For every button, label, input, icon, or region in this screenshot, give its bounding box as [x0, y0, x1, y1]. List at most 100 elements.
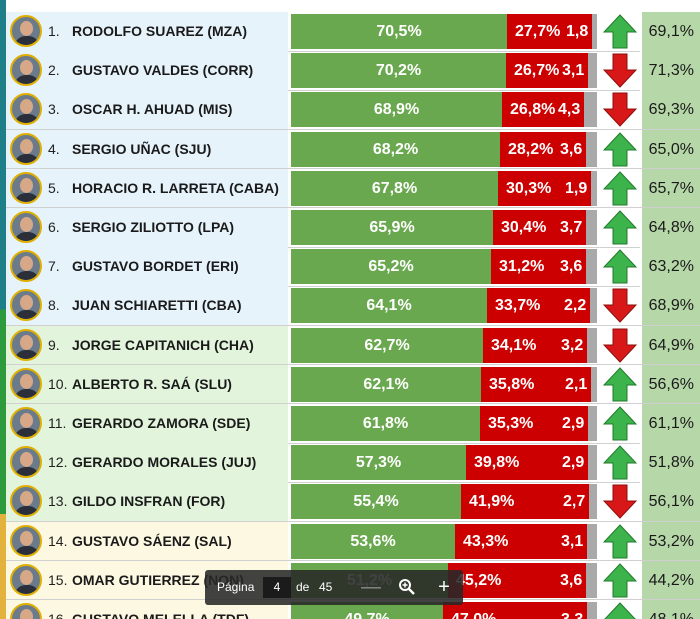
disapprove-label: 35,8% [489, 375, 535, 393]
rank-number: 10. [48, 375, 68, 392]
previous-value: 61,1% [640, 404, 700, 443]
name-cell: 1. RODOLFO SUAREZ (MZA) [6, 12, 288, 51]
name-cell: 3. OSCAR H. AHUAD (MIS) [6, 90, 288, 130]
arrow-up-icon [604, 602, 636, 619]
arrow-down-icon [603, 328, 637, 363]
row-divider [6, 442, 700, 444]
approval-bar: 70,2% 26,7% 3,1 [291, 53, 597, 89]
previous-value: 56,6% [640, 364, 700, 404]
avatar [10, 15, 42, 47]
approve-segment: 68,9% [291, 92, 502, 128]
arrow-up-icon [603, 171, 637, 206]
other-label: 3,6 [560, 140, 583, 158]
governor-name: ALBERTO R. SAÁ (SLU) [72, 375, 232, 392]
approve-segment: 70,5% [291, 14, 507, 49]
other-label: 3,7 [560, 219, 583, 236]
rank-number: 11. [48, 415, 67, 431]
approve-segment: 68,2% [291, 131, 500, 167]
page-number-input[interactable]: 4 [263, 577, 291, 598]
disapprove-segment: 39,8% [466, 445, 588, 481]
approval-bar: 65,9% 30,4% 3,7 [291, 210, 597, 245]
governor-name: JORGE CAPITANICH (CHA) [72, 336, 254, 353]
disapprove-segment: 47,0% [443, 602, 587, 619]
table-row: 10. ALBERTO R. SAÁ (SLU) 62,1% 35,8% 2,1 56,6… [6, 364, 700, 404]
previous-value: 44,2% [640, 560, 700, 600]
table-row: 5. HORACIO R. LARRETA (CABA) 67,8% 30,3% 1,9… [6, 168, 700, 208]
name-cell: 12. GERARDO MORALES (JUJ) [6, 443, 288, 483]
rank-number: 4. [48, 140, 60, 157]
row-divider [6, 207, 700, 209]
disapprove-label: 31,2% [499, 258, 545, 276]
arrow-up-icon [603, 131, 637, 167]
zoom-in-button[interactable]: + [438, 576, 450, 598]
pdf-pager-toolbar: Página 4 de 45 — + [205, 570, 463, 605]
table-row: 11. GERARDO ZAMORA (SDE) 61,8% 35,3% 2,9 61,1… [6, 404, 700, 443]
other-label: 3,1 [561, 532, 584, 550]
disapprove-label: 43,3% [463, 532, 509, 550]
of-label: de [296, 580, 310, 594]
governor-name: SERGIO ZILIOTTO (LPA) [72, 219, 235, 235]
rank-number: 3. [48, 101, 60, 118]
disapprove-label: 39,8% [474, 454, 520, 472]
table-row: 6. SERGIO ZILIOTTO (LPA) 65,9% 30,4% 3,7 64,8… [6, 208, 700, 247]
avatar [10, 93, 42, 126]
arrow-down-icon [603, 484, 637, 520]
avatar [10, 485, 42, 518]
other-label: 3,2 [561, 336, 584, 354]
governor-name: GERARDO MORALES (JUJ) [72, 454, 257, 471]
governor-name: OMAR GUTIERREZ (NQN) [72, 571, 244, 588]
approval-bar: 55,4% 41,9% 2,7 [291, 484, 597, 520]
name-cell: 6. SERGIO ZILIOTTO (LPA) [6, 208, 288, 247]
governor-name: OSCAR H. AHUAD (MIS) [72, 101, 233, 118]
row-divider [6, 364, 700, 366]
disapprove-segment: 30,4% [493, 210, 586, 245]
row-divider [6, 89, 700, 91]
approval-bar: 49,7%47,0% 3,3 [291, 602, 597, 619]
approve-segment: 62,7% [291, 327, 483, 363]
table-row: 2. GUSTAVO VALDES (CORR) 70,2% 26,7% 3,1 71,3… [6, 51, 700, 91]
approval-bar: 61,8% 35,3% 2,9 [291, 406, 597, 441]
other-label: 2,2 [564, 297, 587, 315]
approval-bar: 62,1% 35,8% 2,1 [291, 366, 597, 402]
name-cell: 8. JUAN SCHIARETTI (CBA) [6, 286, 288, 326]
table-row: 12. GERARDO MORALES (JUJ) 57,3% 39,8% 2,9 51,… [6, 443, 700, 483]
approve-segment: 65,2% [291, 249, 491, 285]
arrow-up-icon [603, 523, 637, 559]
rank-number: 16. [48, 611, 68, 619]
name-cell: 7. GUSTAVO BORDET (ERI) [6, 247, 288, 287]
approve-segment: 55,4% [291, 484, 461, 520]
other-label: 3,6 [560, 571, 583, 589]
disapprove-label: 30,3% [506, 179, 552, 197]
approval-bar: 70,5% 27,7% 1,8 [291, 14, 597, 49]
governor-name: RODOLFO SUAREZ (MZA) [72, 23, 247, 39]
other-label: 3,6 [560, 258, 583, 276]
rank-number: 8. [48, 297, 60, 314]
governor-name: JUAN SCHIARETTI (CBA) [72, 297, 242, 314]
disapprove-segment: 35,8% [481, 366, 591, 402]
disapprove-label: 35,3% [488, 415, 534, 432]
previous-value: 63,2% [640, 247, 700, 287]
approve-segment: 65,9% [291, 210, 493, 245]
arrow-up-icon [603, 14, 637, 49]
zoom-out-button[interactable]: — [361, 576, 381, 598]
approve-segment: 53,6% [291, 523, 455, 559]
avatar [10, 250, 42, 283]
approve-segment: 49,7% [291, 602, 443, 619]
arrow-up-icon [603, 249, 637, 284]
arrow-down-icon [603, 53, 637, 88]
table-row: 14. GUSTAVO SÁENZ (SAL) 53,6% 43,3% 3,1 53,2% [6, 521, 700, 561]
other-label: 1,8 [566, 23, 589, 40]
other-label: 4,3 [558, 101, 581, 119]
governor-name: GERARDO ZAMORA (SDE) [72, 415, 251, 431]
arrow-up-icon [603, 367, 637, 402]
row-divider [6, 325, 700, 326]
row-divider [6, 521, 700, 522]
rank-number: 6. [48, 219, 60, 235]
previous-value: 53,2% [640, 521, 700, 561]
row-divider [6, 560, 700, 562]
table-row: 7. GUSTAVO BORDET (ERI) 65,2% 31,2% 3,6 63,2% [6, 247, 700, 287]
zoom-icon[interactable] [395, 570, 419, 605]
approval-bar: 64,1% 33,7% 2,2 [291, 288, 597, 324]
governor-name: GUSTAVO SÁENZ (SAL) [72, 532, 232, 549]
row-divider [6, 129, 700, 130]
